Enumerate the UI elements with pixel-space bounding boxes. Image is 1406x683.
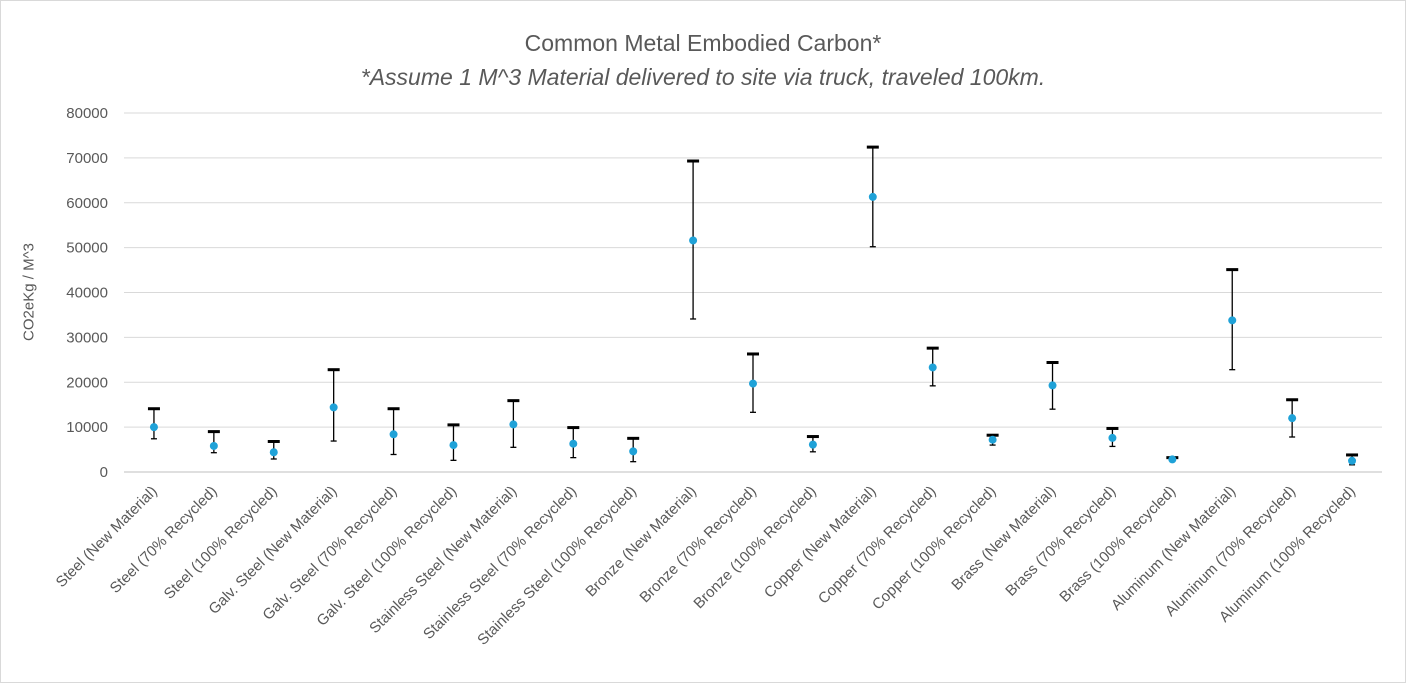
data-point	[749, 379, 757, 388]
y-tick-label: 30000	[66, 329, 108, 346]
data-point	[209, 441, 218, 450]
data-point	[1168, 455, 1177, 464]
data-point	[569, 439, 578, 448]
data-point	[808, 440, 817, 449]
chart-title: Common Metal Embodied Carbon*	[524, 30, 882, 56]
x-tick-label: Bronze (70% Recycled)	[636, 483, 759, 606]
data-point	[449, 441, 458, 450]
x-tick-label: Bronze (100% Recycled)	[690, 483, 819, 612]
y-tick-label: 80000	[66, 105, 108, 122]
x-tick-label: Copper (100% Recycled)	[869, 483, 1000, 614]
x-tick-label: Brass (70% Recycled)	[1002, 483, 1119, 600]
y-tick-label: 10000	[66, 419, 108, 436]
data-point	[329, 403, 338, 412]
data-point	[629, 447, 638, 456]
data-point	[1108, 433, 1117, 442]
y-tick-label: 40000	[66, 285, 108, 302]
y-tick-label: 60000	[66, 195, 108, 212]
data-point	[988, 435, 997, 444]
data-point	[1228, 316, 1237, 325]
data-point	[1288, 414, 1297, 423]
data-point	[509, 420, 518, 429]
data-point	[269, 448, 278, 457]
y-tick-label: 50000	[66, 240, 108, 257]
x-tick-label: Copper (70% Recycled)	[815, 483, 940, 608]
x-tick-label: Brass (100% Recycled)	[1056, 483, 1179, 606]
data-point	[149, 423, 158, 432]
y-tick-label: 20000	[66, 374, 108, 391]
x-tick-label: Copper (New Material)	[761, 483, 880, 602]
x-tick-label: Steel (70% Recycled)	[107, 483, 221, 597]
x-tick-label: Bronze (New Material)	[582, 483, 700, 601]
data-point	[1348, 456, 1357, 465]
x-tick-label: Aluminum (New Material)	[1108, 483, 1239, 614]
y-tick-label: 0	[100, 464, 108, 481]
x-tick-label: Steel (100% Recycled)	[161, 483, 281, 603]
chart-subtitle: *Assume 1 M^3 Material delivered to site…	[360, 64, 1046, 90]
data-point	[689, 236, 698, 245]
data-point	[928, 363, 937, 372]
x-tick-label: Brass (New Material)	[948, 483, 1059, 594]
x-tick-label: Steel (New Material)	[53, 483, 161, 591]
data-point	[1048, 381, 1057, 390]
y-tick-label: 70000	[66, 150, 108, 167]
data-point	[389, 430, 398, 439]
data-point	[868, 192, 877, 201]
